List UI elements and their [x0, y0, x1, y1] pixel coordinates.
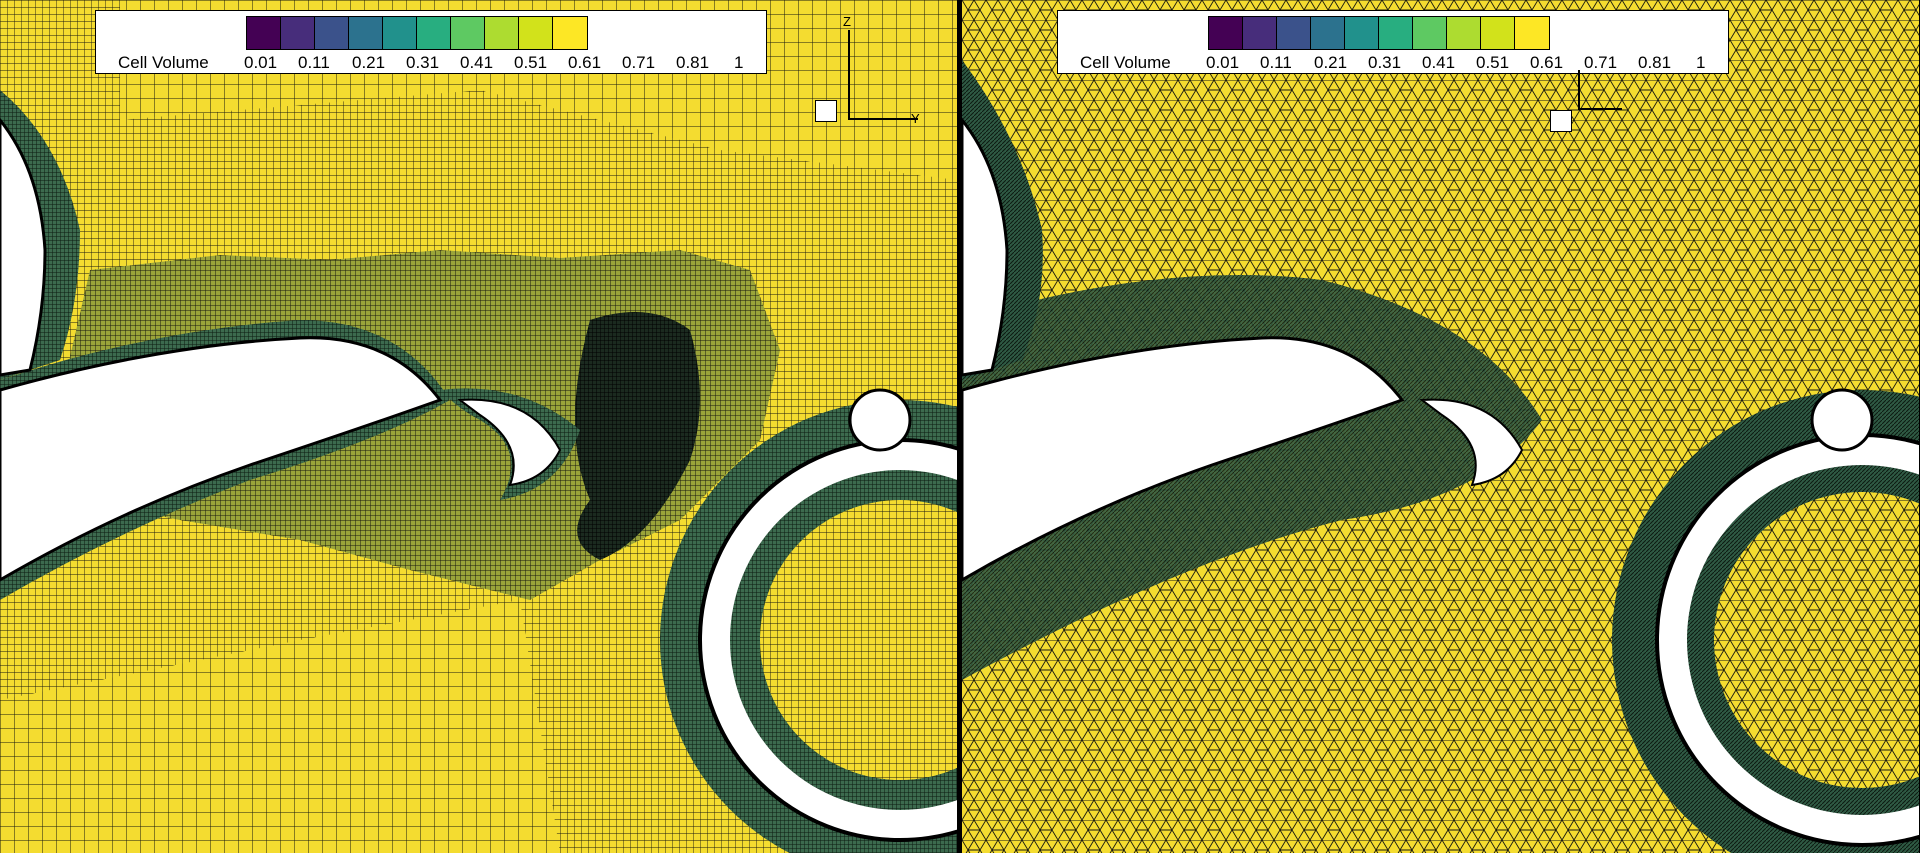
colorbar-tick-label: 0.21: [1314, 53, 1348, 72]
colorbar-tick-label: 0.31: [406, 53, 440, 72]
colorbar-swatches: [246, 16, 588, 50]
colorbar-swatch: [383, 17, 417, 49]
colorbar-ticks: 0.01 0.11 0.21 0.31 0.41 0.51 0.61 0.71 0.81 1: [244, 53, 764, 73]
colorbar-tick-label: 0.01: [1206, 53, 1240, 72]
colorbar-swatch: [315, 17, 349, 49]
axis-triad: [1550, 70, 1630, 140]
colorbar-tick-label: 0.81: [676, 53, 710, 72]
colorbar-tick-label: 0.01: [244, 53, 278, 72]
main-element-wing: [0, 336, 443, 582]
axis-vertical-line: [1578, 70, 1580, 110]
colorbar-swatch: [1311, 17, 1345, 49]
colorbar-swatch: [485, 17, 519, 49]
colorbar-swatch: [1209, 17, 1243, 49]
coarse-mesh-region-bottom: [0, 600, 560, 853]
tri-nacelle-core: [1714, 492, 1919, 788]
axis-origin-box: [1550, 110, 1572, 132]
mesh-panel-cartesian: Cell Volume 0.01 0.11 0.21 0.31 0.41 0.51 0.61…: [0, 0, 957, 853]
colorbar-tick-label: 0.41: [460, 53, 494, 72]
colorbar-legend: Cell Volume 0.01 0.11 0.21 0.31 0.41 0.51 0.61…: [95, 10, 767, 74]
colorbar-tick-label: 0.31: [1368, 53, 1402, 72]
nacelle-core: [760, 500, 957, 780]
colorbar-swatch: [417, 17, 451, 49]
axis-origin-box: [815, 100, 837, 122]
colorbar-title: Cell Volume: [118, 53, 209, 72]
colorbar-tick-label: 0.81: [1638, 53, 1672, 72]
colorbar-tick-label: 0.61: [1530, 53, 1564, 72]
colorbar-swatch: [1413, 17, 1447, 49]
axis-label-horizontal: Y: [911, 111, 920, 126]
colorbar-tick-label: 0.11: [1260, 53, 1292, 72]
colorbar-swatches: [1208, 16, 1550, 50]
colorbar-legend: Cell Volume 0.01 0.11 0.21 0.31 0.41 0.51 0.61…: [1057, 10, 1729, 74]
colorbar-swatch: [1481, 17, 1515, 49]
mesh-view-cartesian: [0, 0, 957, 853]
colorbar-tick-label: 0.21: [352, 53, 386, 72]
colorbar-title: Cell Volume: [1080, 53, 1171, 72]
colorbar-swatch: [1379, 17, 1413, 49]
colorbar-tick-label: 0.11: [298, 53, 330, 72]
nacelle-bump: [848, 388, 912, 452]
colorbar-tick-label: 0.51: [514, 53, 548, 72]
fine-mesh-region-wake: [575, 312, 700, 560]
colorbar-tick-label: 0.51: [1476, 53, 1510, 72]
colorbar-tick-label: 0.61: [568, 53, 602, 72]
colorbar-tick-label: 0.71: [622, 53, 656, 72]
axis-label-vertical: Z: [843, 14, 851, 29]
mesh-view-tetrahedral: [962, 0, 1919, 853]
axis-vertical-line: [848, 30, 850, 120]
colorbar-tick-label: 0.71: [1584, 53, 1618, 72]
colorbar-swatch: [1345, 17, 1379, 49]
colorbar-swatch: [1277, 17, 1311, 49]
colorbar-swatch: [1447, 17, 1481, 49]
colorbar-swatch: [553, 17, 587, 49]
tri-leading-body: [962, 117, 1009, 377]
colorbar-swatch: [1243, 17, 1277, 49]
axis-horizontal-line: [848, 118, 918, 120]
colorbar-tick-label: 0.41: [1422, 53, 1456, 72]
axis-triad: Z Y: [815, 14, 925, 130]
colorbar-swatch: [1515, 17, 1549, 49]
tri-flap-element: [1419, 398, 1524, 487]
mesh-panel-tetrahedral: Cell Volume 0.01 0.11 0.21 0.31 0.41 0.51 0.61…: [962, 0, 1919, 853]
tri-main-element-wing: [962, 336, 1405, 582]
axis-horizontal-line: [1578, 108, 1622, 110]
colorbar-ticks: 0.01 0.11 0.21 0.31 0.41 0.51 0.61 0.71 0.81 1: [1206, 53, 1726, 73]
colorbar-tick-label: 1: [1696, 53, 1706, 72]
tri-nacelle-bump: [1810, 388, 1874, 452]
colorbar-swatch: [247, 17, 281, 49]
colorbar-swatch: [349, 17, 383, 49]
colorbar-tick-label: 1: [734, 53, 744, 72]
colorbar-swatch: [519, 17, 553, 49]
flap-element: [457, 398, 562, 487]
leading-body: [0, 117, 47, 377]
colorbar-swatch: [451, 17, 485, 49]
colorbar-swatch: [281, 17, 315, 49]
